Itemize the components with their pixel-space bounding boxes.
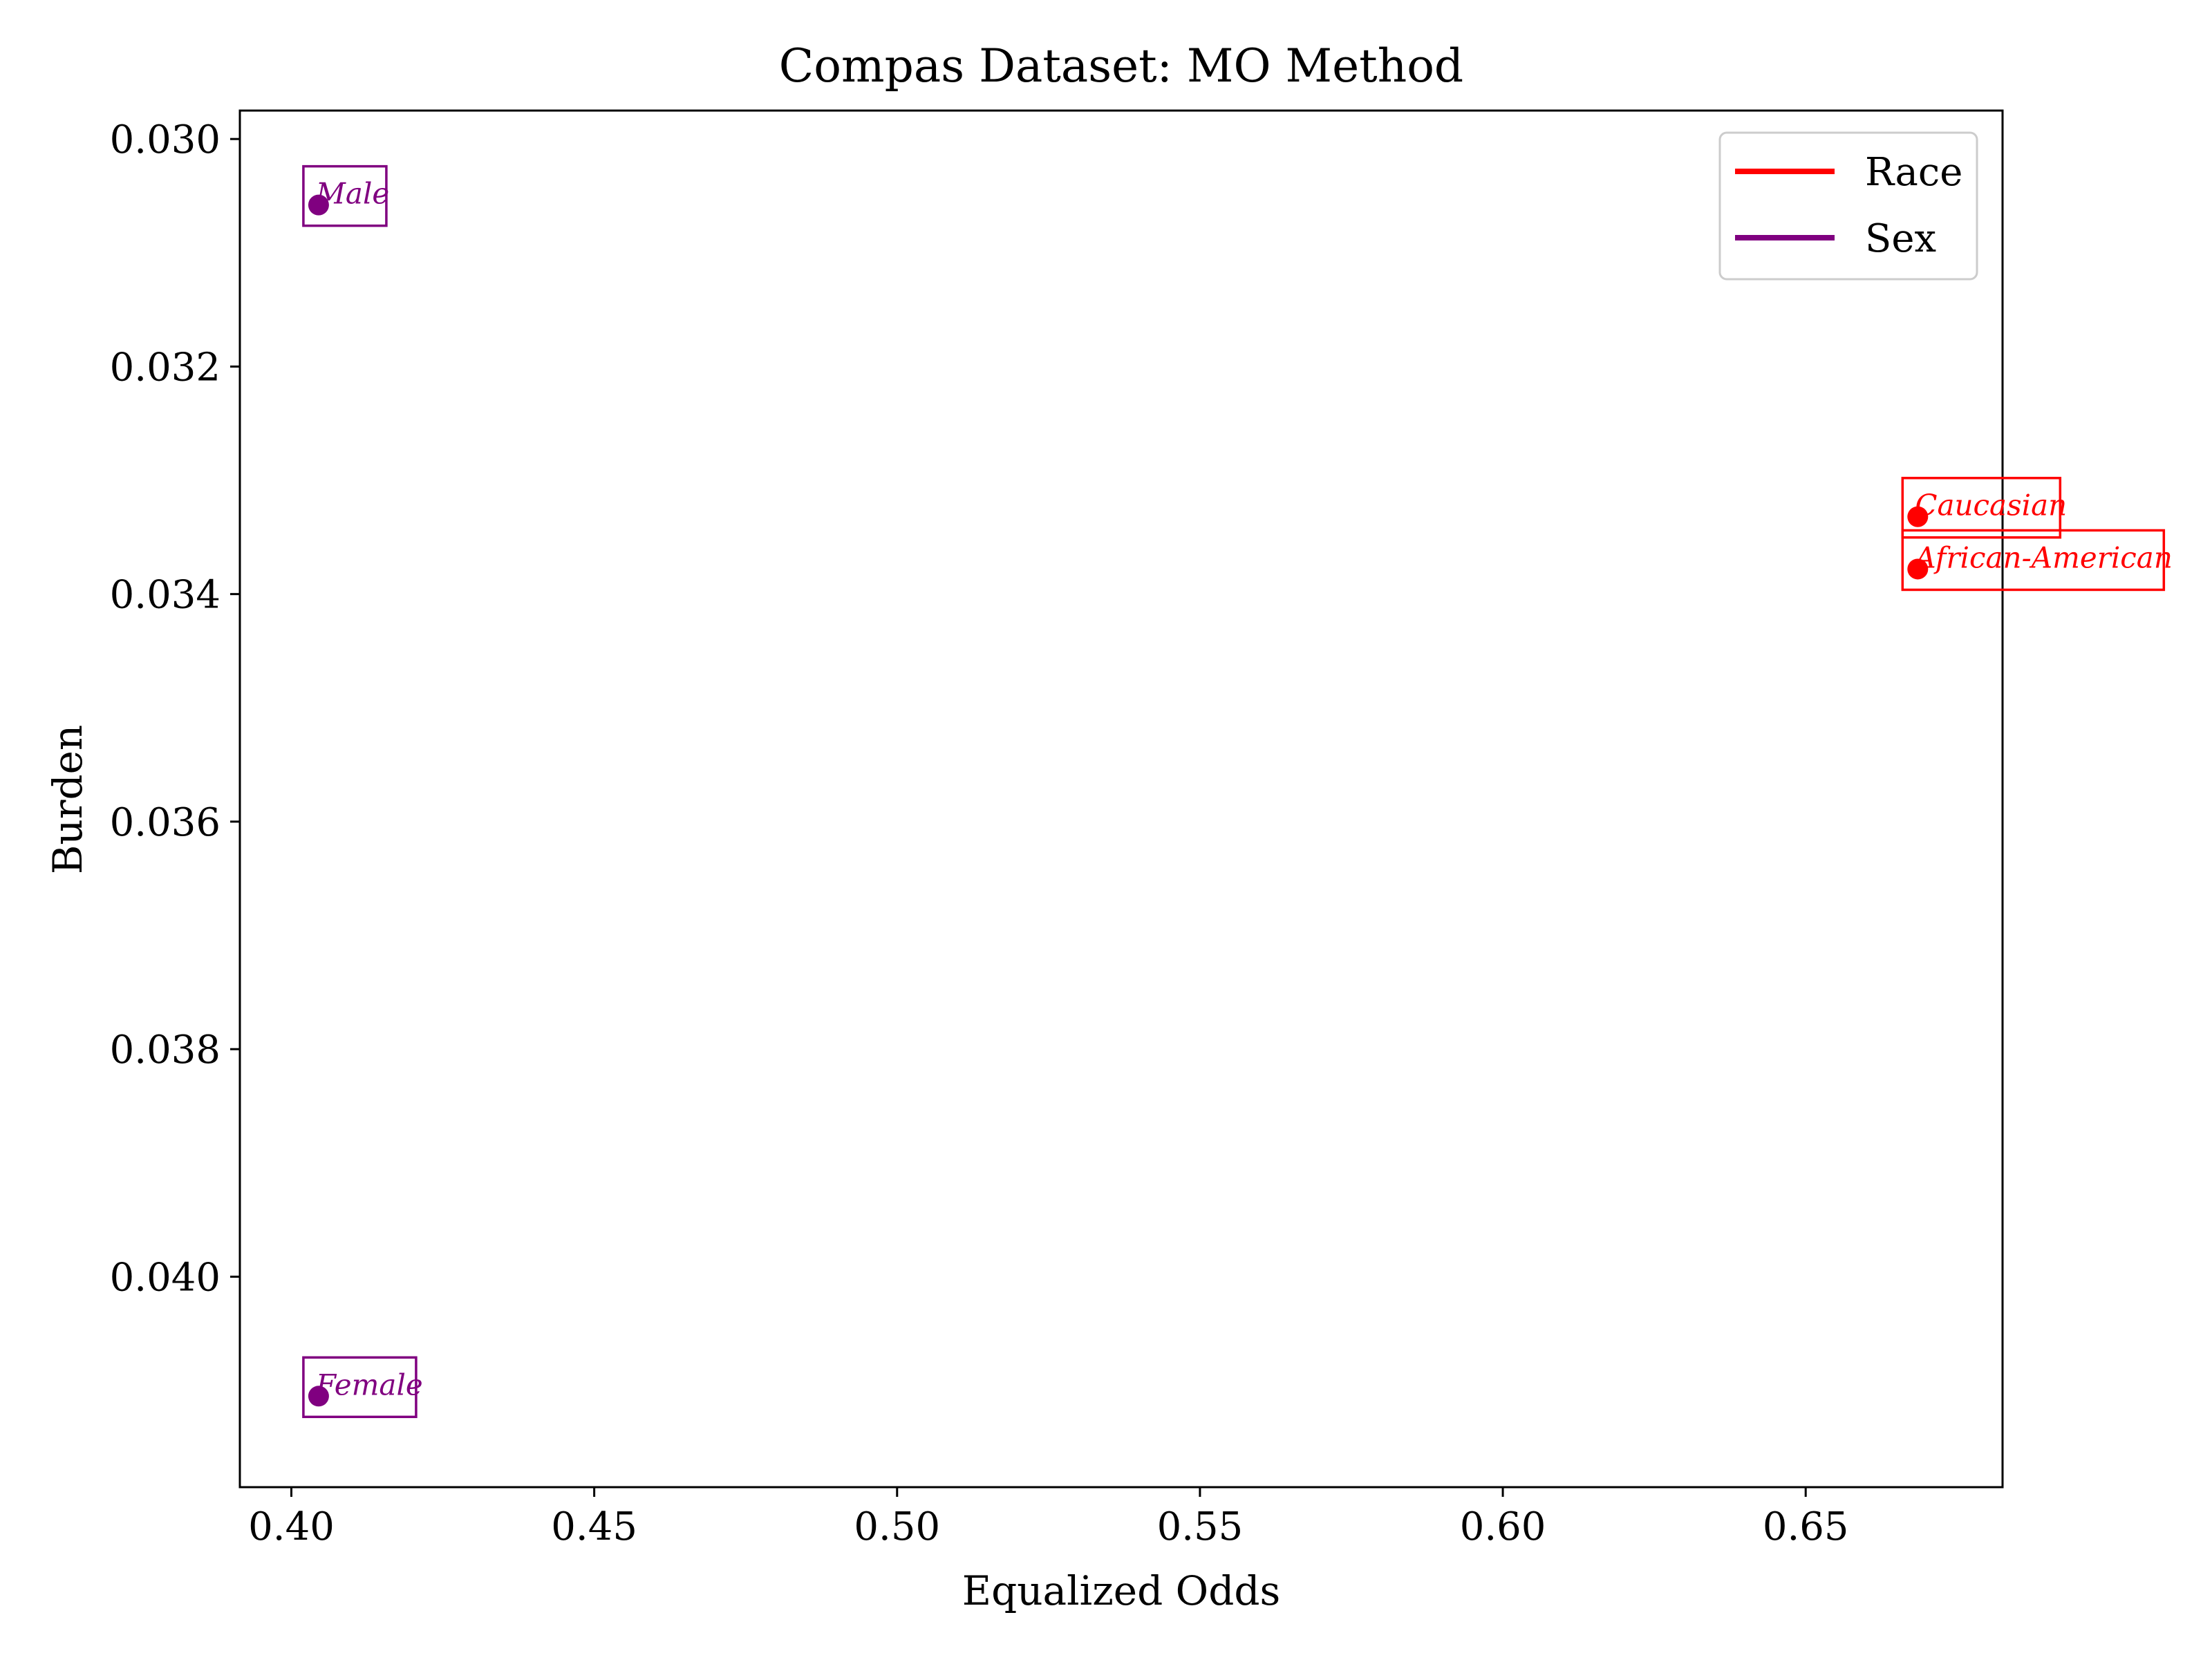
point-male: [308, 194, 329, 216]
legend-label-race: Race: [1865, 150, 1962, 195]
y-tick-label-0-038: 0.038: [110, 1028, 221, 1073]
x-tick-label-0-50: 0.50: [854, 1504, 940, 1549]
label-box-male: [302, 164, 388, 227]
x-tick-label-0-55: 0.55: [1157, 1504, 1244, 1549]
y-tick-label-0-034: 0.034: [110, 573, 221, 618]
x-tick-label-0-60: 0.60: [1460, 1504, 1546, 1549]
point-african-american: [1907, 558, 1929, 580]
x-tick-label-0-45: 0.45: [551, 1504, 637, 1549]
point-caucasian: [1907, 506, 1929, 527]
y-tick-label-0-030: 0.030: [110, 117, 221, 162]
legend: Race Sex: [1718, 131, 1978, 281]
y-tick-label-0-032: 0.032: [110, 345, 221, 390]
y-tick-label-0-040: 0.040: [110, 1255, 221, 1300]
x-tick-label-0-40: 0.40: [248, 1504, 335, 1549]
x-axis-label: Equalized Odds: [962, 1567, 1281, 1614]
axes-frame: [238, 109, 2004, 1489]
point-label-african-american: African-American: [1912, 540, 2173, 574]
label-box-african-american: [1901, 529, 2166, 592]
chart-title: Compas Dataset: MO Method: [779, 39, 1463, 93]
label-box-female: [302, 1356, 418, 1419]
point-label-male: Male: [315, 177, 389, 211]
x-tick-label-0-65: 0.65: [1763, 1504, 1849, 1549]
y-axis-label: Burden: [44, 725, 91, 875]
point-label-female: Female: [315, 1368, 423, 1401]
plot-area: 0.40 0.45 0.50 0.55 0.60 0.65 0.030 0.032 0.034 0…: [110, 109, 2173, 1549]
point-label-caucasian: Caucasian: [1915, 489, 2067, 522]
point-female: [308, 1386, 329, 1407]
y-tick-label-0-036: 0.036: [110, 800, 221, 845]
legend-label-sex: Sex: [1865, 216, 1936, 261]
label-box-caucasian: [1901, 476, 2062, 539]
